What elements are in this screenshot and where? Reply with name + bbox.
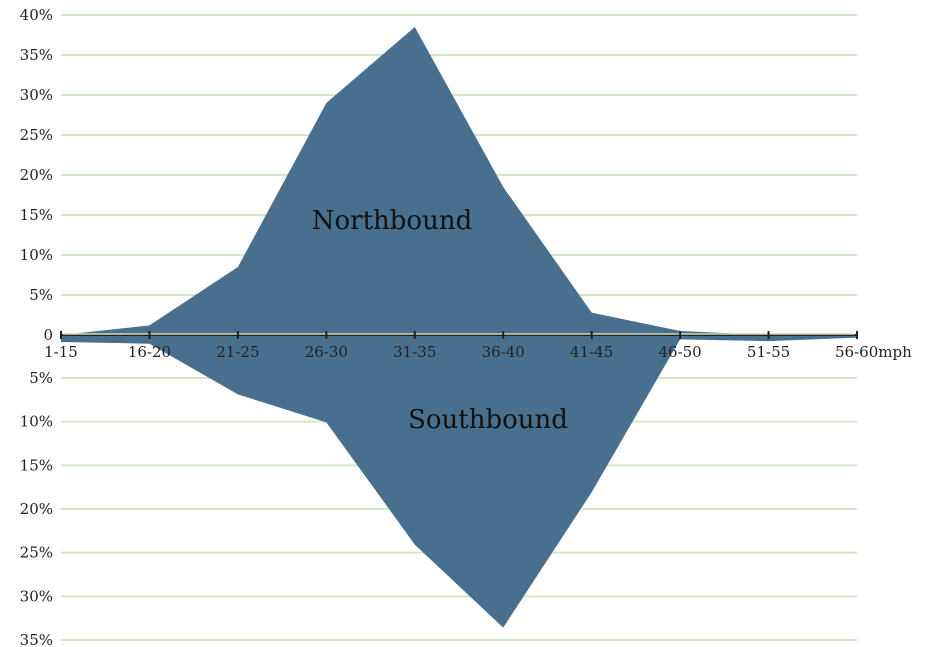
area-series: [61, 27, 857, 628]
x-tick-label: 21-25: [216, 343, 259, 361]
y-tick-label-down: 25%: [20, 544, 53, 562]
y-tick-label-down: 15%: [20, 456, 53, 474]
x-tick-label: 16-20: [128, 343, 171, 361]
x-tick-label: 46-50: [658, 343, 701, 361]
y-tick-label-down: 10%: [20, 413, 53, 431]
northbound-label: Northbound: [312, 206, 472, 236]
x-axis-labels: 1-15 16-20 21-25 26-30 31-35 36-40 41-45 46-50 5…: [44, 343, 912, 361]
y-tick-label-down: 30%: [20, 587, 53, 605]
y-tick-label-up: 25%: [20, 126, 53, 144]
x-axis: [60, 331, 858, 339]
x-tick-label: 41-45: [570, 343, 613, 361]
x-tick-label: 26-30: [305, 343, 348, 361]
y-axis-labels: 0 5% 10% 15% 20% 25% 30% 35% 40% 5% 10% 15% 20% 25% 30…: [20, 6, 53, 647]
x-tick-label: 36-40: [482, 343, 525, 361]
y-tick-label-down: 35%: [20, 631, 53, 647]
y-tick-label-down: 5%: [29, 369, 53, 387]
southbound-label: Southbound: [408, 405, 568, 435]
y-tick-label-up: 40%: [20, 6, 53, 24]
y-tick-label-up: 20%: [20, 166, 53, 184]
y-tick-label-up: 5%: [29, 286, 53, 304]
y-tick-label-up: 15%: [20, 206, 53, 224]
x-tick-label: 31-35: [393, 343, 436, 361]
northbound-area: [61, 27, 857, 335]
x-tick-label: 51-55: [747, 343, 790, 361]
y-tick-label-up: 10%: [20, 246, 53, 264]
x-tick-label: 1-15: [44, 343, 78, 361]
y-tick-label-up: 35%: [20, 46, 53, 64]
series-labels: Northbound Southbound: [312, 206, 568, 435]
y-tick-label-up: 0: [43, 326, 53, 344]
y-tick-label-down: 20%: [20, 500, 53, 518]
y-tick-label-up: 30%: [20, 86, 53, 104]
x-tick-label: 56-60mph: [835, 343, 912, 361]
southbound-area: [61, 335, 857, 628]
